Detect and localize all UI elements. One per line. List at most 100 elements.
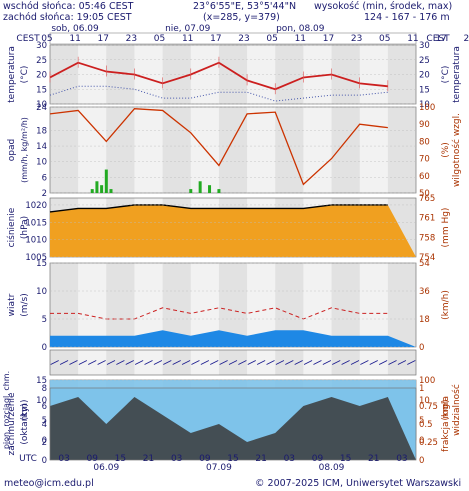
night-band xyxy=(106,263,135,347)
top-axis-hour-label: 17 xyxy=(210,34,221,44)
visibility-right-unit: (km) xyxy=(441,399,451,420)
night-band xyxy=(106,107,135,193)
bottom-axis-hour-label: 21 xyxy=(255,454,266,464)
pressure-unit-label: (hPa) xyxy=(20,216,30,239)
precipitation-tick: 24 xyxy=(36,103,47,113)
precipitation-bar xyxy=(104,169,108,193)
cloud-unit-label: (oktanty) xyxy=(20,403,30,444)
top-axis-day-label: pon, 08.09 xyxy=(276,24,325,34)
temperature-right-tick: 30 xyxy=(419,41,430,51)
bottom-axis-hour-label: 09 xyxy=(199,454,211,464)
wind-tick: 5 xyxy=(42,315,47,325)
elevation-values: 124 - 167 - 176 m xyxy=(364,12,450,23)
wind-direction-arrow xyxy=(350,360,360,365)
grid-label: (x=285, y=379) xyxy=(203,12,280,23)
cloud-tick: 4 xyxy=(42,420,47,430)
temperature-tick: 10 xyxy=(36,100,47,110)
pressure-tick: 1010 xyxy=(25,236,47,246)
temperature-right-tick: 15 xyxy=(419,85,430,95)
fog-tick: 0.75 xyxy=(419,402,438,412)
wind-direction-arrow xyxy=(88,360,97,365)
top-axis-hour-label: 23 xyxy=(126,34,137,44)
wind-direction-arrow xyxy=(181,360,191,365)
visibility-axis-label: pion. rozciągl. chm. xyxy=(2,371,11,449)
pressure-mmhg-right-tick: 761 xyxy=(419,214,435,224)
precipitation-bar xyxy=(100,185,104,193)
bottom-axis-hour-label: 15 xyxy=(340,454,351,464)
wind-direction-arrow xyxy=(247,360,256,365)
bottom-axis-hour-label: 09 xyxy=(87,454,99,464)
precipitation-axis-label: opad xyxy=(7,139,17,161)
pressure-right-unit: (mm Hg) xyxy=(441,208,451,248)
top-axis-hour-label: 11 xyxy=(69,34,80,44)
wind-kmh-right-tick: 0 xyxy=(419,343,424,353)
top-axis-hour-label: 23 xyxy=(238,34,249,44)
bottom-axis-hour-label: 15 xyxy=(227,454,238,464)
temperature-right-label: temperatura xyxy=(452,46,462,103)
visibility-unit-label: (km) xyxy=(20,399,30,420)
wind-direction-arrow xyxy=(97,360,106,365)
wind-kmh-right-tick: 36 xyxy=(419,287,430,297)
humidity-line xyxy=(49,108,388,186)
precipitation-bar xyxy=(189,189,193,193)
wind-direction-arrow xyxy=(125,360,134,365)
night-band xyxy=(331,107,360,193)
precipitation-tick: 18 xyxy=(36,126,47,136)
bottom-axis-day-label: 06.09 xyxy=(93,463,119,473)
humidity-unit-label: (%) xyxy=(441,142,451,158)
bottom-axis-day-label: 08.09 xyxy=(319,463,345,473)
wind-direction-arrow xyxy=(163,360,172,365)
humidity-right-tick: 100 xyxy=(419,103,435,113)
wind-direction-arrow xyxy=(238,360,247,365)
cloud-tick: 0 xyxy=(42,456,47,466)
sunset-label: zachód słońca: 19:05 CEST xyxy=(3,12,132,23)
humidity-right-tick: 80 xyxy=(419,137,430,147)
wind-direction-arrow xyxy=(172,360,181,365)
fog-tick: 0 xyxy=(419,456,424,466)
wind-direction-arrow xyxy=(407,360,416,365)
elevation-label: wysokość (min, środek, max) xyxy=(314,1,453,12)
fog-tick: 1 xyxy=(419,384,424,394)
bottom-axis-hour-label: 09 xyxy=(312,454,324,464)
precipitation-bar xyxy=(90,189,94,193)
wind-direction-arrow xyxy=(219,360,228,365)
humidity-axis-label: wilgotność wzgl. xyxy=(451,113,462,187)
wind-direction-arrow xyxy=(266,360,275,365)
top-axis-hour-label: 05 xyxy=(154,34,165,44)
temperature-tick: 30 xyxy=(36,41,47,51)
precipitation-unit-label: (mm/h, kg/m²/h) xyxy=(20,117,29,183)
pressure-tick: 1005 xyxy=(25,253,47,263)
cloud-cover-area xyxy=(50,397,416,460)
bottom-axis-day-label: 07.09 xyxy=(206,463,232,473)
wind-direction-arrow xyxy=(50,360,59,365)
visibility-km-right-tick: 100 xyxy=(419,376,435,386)
pressure-tick: 1015 xyxy=(25,218,47,228)
fog-axis-label: frakcja mgła xyxy=(441,396,451,452)
precipitation-bar xyxy=(198,181,202,193)
temperature-axis-label: temperatura xyxy=(7,46,17,103)
visibility-tick: 5 xyxy=(42,416,47,426)
wind-direction-arrow xyxy=(134,360,144,365)
humidity-right-tick: 90 xyxy=(419,120,430,130)
top-axis-hour-label: 05 xyxy=(266,34,277,44)
wind-direction-arrow xyxy=(78,360,88,365)
pressure-mmhg-right-tick: 765 xyxy=(419,194,435,204)
wind-direction-arrow xyxy=(313,360,322,365)
wind-unit-label: (m/s) xyxy=(20,293,30,317)
wind-direction-arrow xyxy=(153,360,163,365)
top-axis-day-label: sob, 06.09 xyxy=(51,24,99,34)
wind-direction-arrow xyxy=(322,360,332,365)
precipitation-tick: 6 xyxy=(42,173,47,183)
cloud-tick: 2 xyxy=(42,438,47,448)
night-band xyxy=(50,107,79,193)
temperature-right-tick: 25 xyxy=(419,56,430,66)
cloud-tick: 8 xyxy=(42,384,47,394)
footer-copyright: © 2007-2025 ICM, Uniwersytet Warszawski xyxy=(255,478,462,489)
visibility-tick: 10 xyxy=(36,396,47,406)
wind-direction-arrow xyxy=(256,360,266,365)
wind-speed-area xyxy=(50,330,416,347)
precipitation-tick: 14 xyxy=(36,142,47,152)
top-axis-hour-label: 17 xyxy=(435,34,446,44)
panel-frame xyxy=(49,349,417,376)
footer-email: meteo@icm.edu.pl xyxy=(4,478,94,489)
